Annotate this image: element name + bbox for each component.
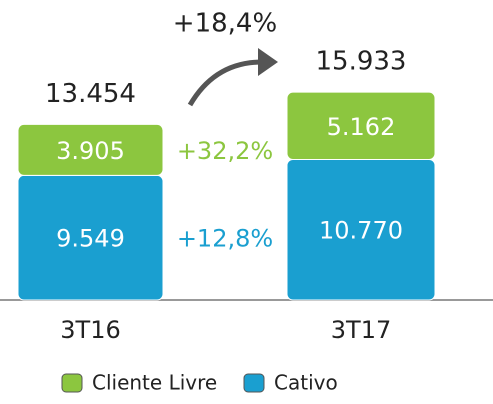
- legend-label: Cliente Livre: [92, 371, 217, 395]
- x-tick-label: 3T17: [331, 316, 391, 344]
- growth-label: +12,8%: [177, 225, 273, 253]
- growth-arrow-head: [258, 48, 278, 76]
- total-growth: +18,4%: [173, 9, 277, 39]
- bar-segment: [286, 91, 436, 160]
- legend-swatch: [243, 373, 265, 393]
- total-label: 13.454: [45, 79, 136, 109]
- x-tick-label: 3T16: [60, 316, 120, 344]
- legend-label: Cativo: [274, 371, 338, 395]
- value-label: 5.162: [327, 113, 396, 141]
- legend-swatch: [61, 373, 83, 393]
- growth-label: +32,2%: [177, 137, 273, 165]
- bar-segment: [17, 123, 164, 176]
- value-label: 3.905: [56, 137, 125, 165]
- value-label: 9.549: [56, 225, 125, 253]
- value-label: 10.770: [319, 217, 403, 245]
- growth-arrow: [187, 59, 263, 107]
- total-label: 15.933: [316, 47, 407, 77]
